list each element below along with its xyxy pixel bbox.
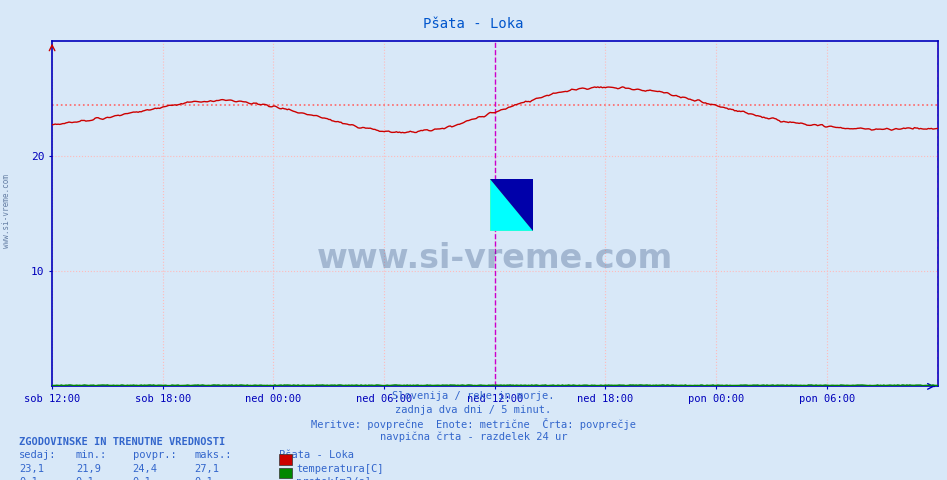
Text: Meritve: povprečne  Enote: metrične  Črta: povprečje: Meritve: povprečne Enote: metrične Črta:… xyxy=(311,418,636,430)
Text: navpična črta - razdelek 24 ur: navpična črta - razdelek 24 ur xyxy=(380,432,567,442)
Text: 21,9: 21,9 xyxy=(76,464,100,474)
Text: Pšata - Loka: Pšata - Loka xyxy=(279,450,354,460)
Text: Slovenija / reke in morje.: Slovenija / reke in morje. xyxy=(392,391,555,401)
Text: 0,1: 0,1 xyxy=(76,477,95,480)
Text: pretok[m3/s]: pretok[m3/s] xyxy=(296,477,371,480)
Text: 0,1: 0,1 xyxy=(194,477,213,480)
Text: min.:: min.: xyxy=(76,450,107,460)
Text: www.si-vreme.com: www.si-vreme.com xyxy=(2,174,11,248)
Text: sedaj:: sedaj: xyxy=(19,450,57,460)
Text: zadnja dva dni / 5 minut.: zadnja dva dni / 5 minut. xyxy=(396,405,551,415)
Text: 0,1: 0,1 xyxy=(133,477,152,480)
Text: maks.:: maks.: xyxy=(194,450,232,460)
Text: 24,4: 24,4 xyxy=(133,464,157,474)
Text: 0,1: 0,1 xyxy=(19,477,38,480)
Text: ZGODOVINSKE IN TRENUTNE VREDNOSTI: ZGODOVINSKE IN TRENUTNE VREDNOSTI xyxy=(19,437,225,447)
Text: Pšata - Loka: Pšata - Loka xyxy=(423,17,524,31)
Text: www.si-vreme.com: www.si-vreme.com xyxy=(316,242,673,275)
Text: temperatura[C]: temperatura[C] xyxy=(296,464,384,474)
Text: 27,1: 27,1 xyxy=(194,464,219,474)
Text: povpr.:: povpr.: xyxy=(133,450,176,460)
Text: 23,1: 23,1 xyxy=(19,464,44,474)
